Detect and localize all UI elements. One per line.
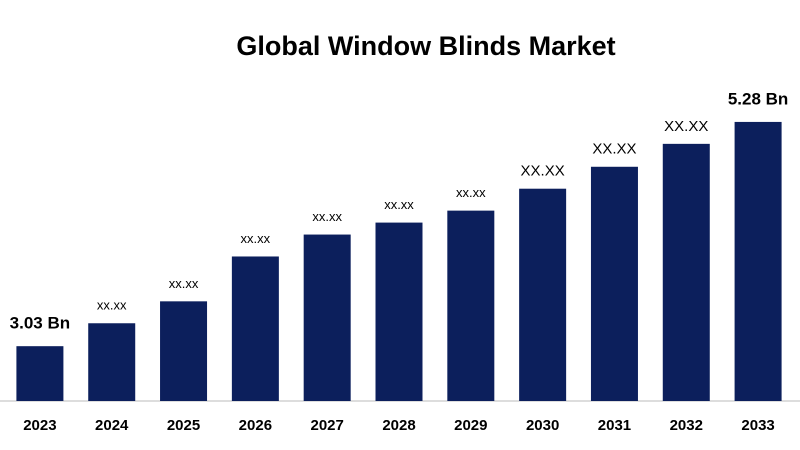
data-label: xx.xx: [97, 298, 127, 313]
bar: [375, 222, 423, 401]
bar: [447, 210, 495, 401]
chart-title: Global Window Blinds Market: [236, 31, 615, 61]
bar: [590, 166, 638, 401]
x-tick-label: 2029: [454, 417, 487, 434]
x-tick-label: 2026: [239, 417, 272, 434]
x-tick-label: 2024: [95, 417, 129, 434]
data-label: XX.XX: [592, 141, 636, 158]
data-label: 3.03 Bn: [10, 314, 70, 333]
bar: [303, 234, 351, 401]
x-tick-label: 2025: [167, 417, 200, 434]
data-label: xx.xx: [456, 185, 486, 200]
bar: [231, 256, 279, 401]
data-label: xx.xx: [241, 231, 271, 246]
x-tick-label: 2033: [741, 417, 774, 434]
data-label: 5.28 Bn: [728, 89, 788, 108]
x-tick-label: 2031: [598, 417, 631, 434]
x-tick-label: 2032: [670, 417, 703, 434]
data-label: xx.xx: [312, 209, 342, 224]
data-label: XX.XX: [521, 163, 565, 180]
data-label: xx.xx: [384, 197, 414, 212]
data-label: xx.xx: [169, 276, 199, 291]
x-tick-label: 2023: [23, 417, 56, 434]
data-label: XX.XX: [664, 118, 708, 135]
bar: [662, 143, 710, 401]
x-tick-label: 2030: [526, 417, 559, 434]
bar: [160, 301, 208, 401]
x-tick-label: 2028: [382, 417, 415, 434]
bar: [519, 188, 567, 401]
x-tick-label: 2027: [310, 417, 343, 434]
bar: [734, 121, 782, 401]
bar: [88, 323, 136, 401]
bar: [16, 346, 64, 401]
